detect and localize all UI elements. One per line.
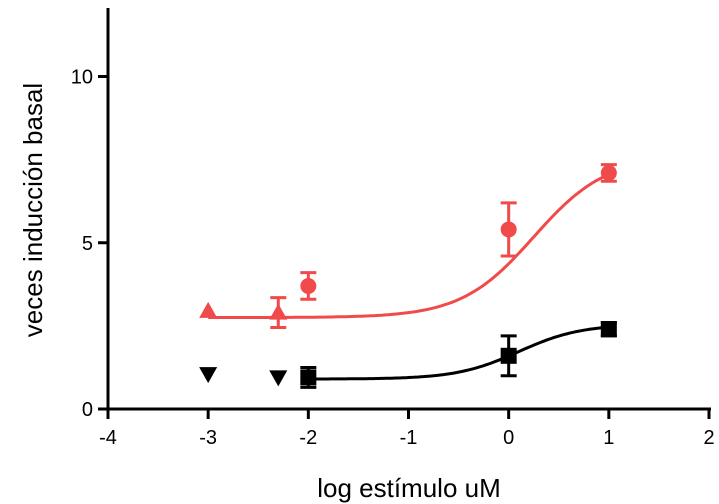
- y-ticks: 0 5 10: [71, 67, 108, 421]
- data-point: [600, 163, 617, 183]
- data-point: [269, 370, 288, 387]
- square-marker: [300, 369, 317, 386]
- x-ticks: -4 -3 -2 -1 0 1 2: [99, 409, 715, 449]
- square-marker: [600, 321, 617, 338]
- data-point: [500, 201, 517, 258]
- x-tick-label: 1: [603, 427, 614, 449]
- triangle-down-marker: [269, 370, 288, 387]
- x-tick-label: -3: [199, 427, 217, 449]
- triangle-up-marker: [269, 303, 288, 320]
- x-tick-label: 2: [703, 427, 714, 449]
- black-square-fit-curve: [308, 325, 609, 381]
- x-tick-label: -4: [99, 427, 117, 449]
- circle-marker: [500, 221, 517, 238]
- data-point: [199, 301, 218, 318]
- y-tick-label: 0: [82, 399, 93, 421]
- circle-marker: [300, 277, 317, 294]
- triangle-up-marker: [199, 301, 218, 318]
- y-tick-label: 5: [82, 233, 93, 255]
- x-tick-label: 0: [503, 427, 514, 449]
- x-tick-label: -1: [400, 427, 418, 449]
- y-axis-label: veces inducción basal: [18, 83, 48, 337]
- black-triangle-down-series: [199, 367, 288, 387]
- red-triangle-up-series: [199, 296, 288, 330]
- data-point: [600, 321, 617, 338]
- y-tick-label: 10: [71, 67, 93, 89]
- black-square-series: [300, 321, 617, 389]
- x-tick-label: -2: [299, 427, 317, 449]
- data-point: [300, 271, 317, 301]
- data-point: [199, 367, 218, 384]
- data-point: [269, 296, 288, 330]
- data-point: [300, 365, 317, 389]
- triangle-down-marker: [199, 367, 218, 384]
- x-axis-label: log estímulo uM: [317, 473, 501, 503]
- red-circle-series: [300, 163, 617, 301]
- plot-area: [199, 163, 617, 389]
- red-circle-fit-curve: [208, 172, 610, 319]
- data-point: [500, 334, 517, 378]
- square-marker: [500, 347, 517, 364]
- circle-marker: [600, 164, 617, 181]
